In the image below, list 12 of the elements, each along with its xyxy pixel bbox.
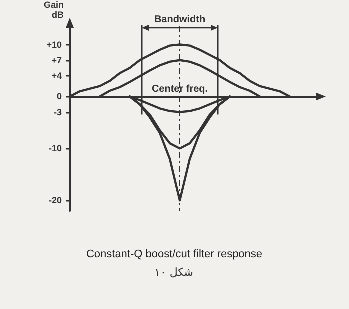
y-tick-label: 0 (56, 92, 62, 102)
y-axis-title: Gain dB (44, 0, 64, 20)
y-tick-label: -3 (54, 107, 62, 118)
y-tick-label: +7 (52, 55, 62, 66)
text: Constant-Q boost/cut filter response (86, 248, 263, 260)
y-tick-label: +4 (52, 70, 62, 81)
y-tick-label: -20 (48, 196, 62, 206)
y-tick-label: -10 (48, 144, 62, 154)
y-tick-label: +10 (46, 40, 62, 50)
annotation: Bandwidth (154, 14, 206, 26)
annotation: Center freq. (152, 84, 208, 96)
text: شکل ۱۰ (154, 266, 194, 279)
